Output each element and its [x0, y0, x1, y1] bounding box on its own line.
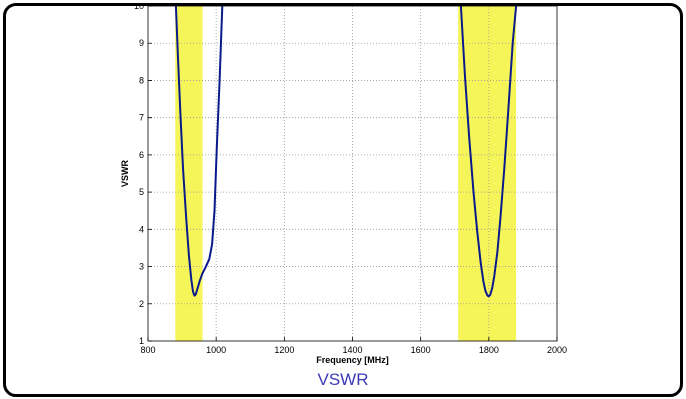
y-tick-label: 1	[139, 336, 144, 346]
axis-ticks	[147, 6, 558, 342]
x-tick-label: 1600	[411, 345, 431, 355]
grid-lines	[148, 6, 557, 341]
y-tick-label: 3	[139, 262, 144, 272]
x-tick-label: 2000	[547, 345, 567, 355]
x-tick-label: 1800	[479, 345, 499, 355]
vswr-plot: 800 1000 1200 1400 1600 1800 2000 12345678910 …	[120, 6, 567, 365]
highlight-bands	[175, 6, 517, 341]
x-tick-labels: 800 1000 1200 1400 1600 1800 2000	[140, 345, 567, 355]
y-tick-label: 6	[139, 150, 144, 160]
vswr-curves	[174, 6, 518, 298]
y-tick-label: 7	[139, 113, 144, 123]
y-tick-labels: 1 2 3 4 5 6 7 8 9 10	[134, 6, 144, 346]
y-axis-title: VSWR	[120, 159, 130, 187]
y-tick-label: 9	[139, 38, 144, 48]
x-axis-title: Frequency [MHz]	[316, 355, 389, 365]
x-tick-label: 1200	[274, 345, 294, 355]
x-tick-label: 1000	[206, 345, 226, 355]
vswr-curve-segment-2	[459, 6, 518, 298]
y-tick-label: 5	[139, 187, 144, 197]
chart-caption: VSWR	[317, 370, 369, 389]
vswr-curve-segment-1	[174, 6, 224, 297]
y-tick-label: 10	[134, 6, 144, 11]
x-tick-label: 800	[140, 345, 155, 355]
chart-frame: 800 1000 1200 1400 1600 1800 2000 1 2 3 4 5 6 7 8 9 10 …	[3, 3, 683, 397]
y-tick-label: 8	[139, 75, 144, 85]
y-tick-label: 4	[139, 224, 144, 234]
highlight-band-1	[175, 6, 203, 341]
highlight-band-2	[458, 6, 517, 341]
x-tick-label: 1400	[342, 345, 362, 355]
y-tick-label: 2	[139, 299, 144, 309]
